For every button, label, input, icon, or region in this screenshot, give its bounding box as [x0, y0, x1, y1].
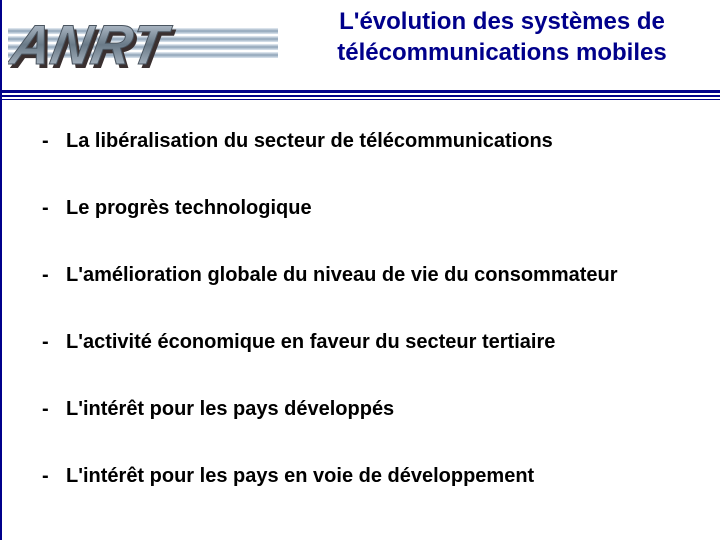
bullet-text: L'amélioration globale du niveau de vie …: [66, 264, 700, 287]
bullet-text: Le progrès technologique: [66, 197, 700, 220]
slide-content: - La libéralisation du secteur de téléco…: [42, 130, 700, 532]
bullet-dash: -: [42, 465, 66, 488]
bullet-dash: -: [42, 331, 66, 354]
bullet-text: La libéralisation du secteur de télécomm…: [66, 130, 700, 153]
list-item: - L'amélioration globale du niveau de vi…: [42, 264, 700, 287]
bullet-text: L'intérêt pour les pays développés: [66, 398, 700, 421]
list-item: - Le progrès technologique: [42, 197, 700, 220]
bullet-dash: -: [42, 130, 66, 153]
bullet-text: L'activité économique en faveur du secte…: [66, 331, 700, 354]
bullet-dash: -: [42, 197, 66, 220]
list-item: - L'activité économique en faveur du sec…: [42, 331, 700, 354]
title-line-2: télécommunications mobiles: [294, 37, 710, 68]
bullet-dash: -: [42, 398, 66, 421]
list-item: - L'intérêt pour les pays développés: [42, 398, 700, 421]
svg-text:ANRT: ANRT: [8, 13, 176, 76]
list-item: - La libéralisation du secteur de téléco…: [42, 130, 700, 153]
bullet-text: L'intérêt pour les pays en voie de dével…: [66, 465, 700, 488]
slide-header: ANRT ANRT L'évolution des systèmes de té…: [2, 0, 720, 95]
header-rule: [2, 90, 720, 100]
title-line-1: L'évolution des systèmes de: [294, 6, 710, 37]
bullet-dash: -: [42, 264, 66, 287]
list-item: - L'intérêt pour les pays en voie de dév…: [42, 465, 700, 488]
anrt-logo: ANRT ANRT: [8, 6, 278, 86]
slide-title: L'évolution des systèmes de télécommunic…: [294, 6, 710, 68]
slide: ANRT ANRT L'évolution des systèmes de té…: [0, 0, 720, 540]
